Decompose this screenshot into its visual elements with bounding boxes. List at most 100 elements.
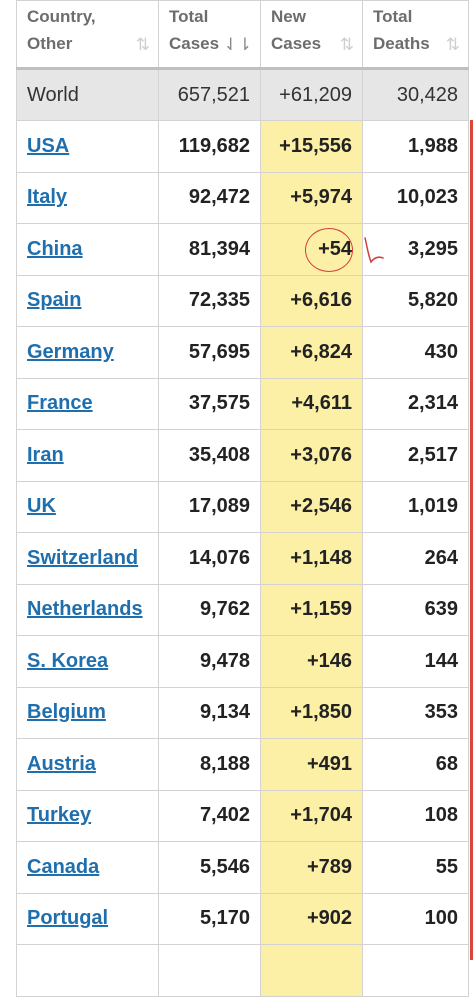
new-cases-cell: +54	[260, 223, 363, 276]
country-cell: Belgium	[16, 686, 159, 739]
new-cases-cell: +3,076	[260, 429, 363, 482]
covid-table-container: Country, Other ⇅ Total Cases ⇃⇂ New Case…	[16, 0, 474, 997]
table-row: Belgium 9,134 +1,850 353	[16, 686, 469, 739]
country-link[interactable]: China	[27, 237, 83, 260]
table-row: Canada 5,546 +789 55	[16, 841, 469, 894]
header-new-cases[interactable]: New Cases ⇅	[260, 0, 363, 70]
total-deaths-cell: 144	[362, 635, 469, 688]
header-label-line2: Cases	[271, 34, 322, 53]
country-link[interactable]: Austria	[27, 752, 96, 775]
total-cases-cell: 17,089	[158, 480, 261, 533]
total-deaths-cell: 100	[362, 892, 469, 945]
country-link[interactable]: Germany	[27, 340, 114, 363]
country-link[interactable]: Netherlands	[27, 598, 143, 621]
table-row-partial	[16, 944, 469, 997]
country-cell: UK	[16, 480, 159, 533]
new-cases-cell: +15,556	[260, 120, 363, 173]
country-cell: Canada	[16, 841, 159, 894]
header-country[interactable]: Country, Other ⇅	[16, 0, 159, 70]
total-cases-cell: 119,682	[158, 120, 261, 173]
total-cases-cell: 8,188	[158, 738, 261, 791]
new-cases-cell: +6,824	[260, 326, 363, 379]
new-cases-cell: +1,159	[260, 583, 363, 636]
country-link[interactable]: France	[27, 392, 93, 415]
table-row: China 81,394 +54 3,295	[16, 223, 469, 276]
header-label-line1: Total	[373, 7, 413, 26]
new-cases-cell: +1,704	[260, 789, 363, 842]
total-deaths-cell: 1,019	[362, 480, 469, 533]
country-cell: Switzerland	[16, 532, 159, 585]
total-deaths-cell: 5,820	[362, 274, 469, 327]
table-row: Switzerland 14,076 +1,148 264	[16, 532, 469, 585]
country-cell: Portugal	[16, 892, 159, 945]
header-total-cases[interactable]: Total Cases ⇃⇂	[158, 0, 261, 70]
new-cases-cell: +789	[260, 841, 363, 894]
total-deaths-cell: 264	[362, 532, 469, 585]
empty-cell	[260, 944, 363, 997]
country-cell: Iran	[16, 429, 159, 482]
sort-updown-icon[interactable]: ⇅	[339, 35, 354, 54]
covid-cases-table: Country, Other ⇅ Total Cases ⇃⇂ New Case…	[16, 0, 469, 997]
header-label-line1: New	[271, 7, 306, 26]
country-link[interactable]: UK	[27, 495, 56, 518]
new-cases-cell: +902	[260, 892, 363, 945]
country-cell: Spain	[16, 274, 159, 327]
new-cases-cell: +4,611	[260, 377, 363, 430]
country-cell: Turkey	[16, 789, 159, 842]
new-cases-cell: +5,974	[260, 171, 363, 224]
country-cell: Germany	[16, 326, 159, 379]
total-cases-cell: 37,575	[158, 377, 261, 430]
screen-edge-line	[470, 120, 473, 960]
sort-updown-icon[interactable]: ⇅	[445, 35, 460, 54]
country-link[interactable]: USA	[27, 134, 70, 157]
total-deaths-cell: 2,517	[362, 429, 469, 482]
country-cell: France	[16, 377, 159, 430]
total-deaths-cell: 1,988	[362, 120, 469, 173]
country-link[interactable]: Switzerland	[27, 546, 139, 569]
world-new-cases: +61,209	[260, 68, 363, 121]
header-label-line1: Country,	[27, 7, 96, 26]
total-cases-cell: 7,402	[158, 789, 261, 842]
new-cases-cell: +146	[260, 635, 363, 688]
header-label-line2: Other	[27, 34, 73, 53]
country-cell: Netherlands	[16, 583, 159, 636]
total-cases-cell: 92,472	[158, 171, 261, 224]
total-deaths-cell: 68	[362, 738, 469, 791]
total-deaths-cell: 10,023	[362, 171, 469, 224]
country-cell: Italy	[16, 171, 159, 224]
table-row: France 37,575 +4,611 2,314	[16, 377, 469, 430]
world-country: World	[16, 68, 159, 121]
table-row: S. Korea 9,478 +146 144	[16, 635, 469, 688]
header-label-line1: Total	[169, 7, 209, 26]
world-total-cases: 657,521	[158, 68, 261, 121]
total-cases-cell: 5,170	[158, 892, 261, 945]
country-link[interactable]: Iran	[27, 443, 64, 466]
total-deaths-cell: 55	[362, 841, 469, 894]
sort-updown-icon[interactable]: ⇅	[135, 35, 150, 54]
country-link[interactable]: Portugal	[27, 907, 109, 930]
country-cell: USA	[16, 120, 159, 173]
table-row: Spain 72,335 +6,616 5,820	[16, 274, 469, 327]
empty-cell	[16, 944, 159, 997]
total-deaths-cell: 3,295	[362, 223, 469, 276]
country-link[interactable]: S. Korea	[27, 649, 109, 672]
table-row: Turkey 7,402 +1,704 108	[16, 789, 469, 842]
table-row: USA 119,682 +15,556 1,988	[16, 120, 469, 173]
country-link[interactable]: Italy	[27, 186, 68, 209]
total-cases-cell: 5,546	[158, 841, 261, 894]
new-cases-cell: +491	[260, 738, 363, 791]
country-link[interactable]: Spain	[27, 289, 82, 312]
country-link[interactable]: Belgium	[27, 701, 106, 724]
new-cases-cell: +1,148	[260, 532, 363, 585]
header-label-line2: Deaths	[373, 34, 430, 53]
table-row: Netherlands 9,762 +1,159 639	[16, 583, 469, 636]
new-cases-cell: +2,546	[260, 480, 363, 533]
table-row: Italy 92,472 +5,974 10,023	[16, 171, 469, 224]
total-deaths-cell: 2,314	[362, 377, 469, 430]
total-deaths-cell: 639	[362, 583, 469, 636]
world-row: World 657,521 +61,209 30,428	[16, 68, 469, 121]
header-total-deaths[interactable]: Total Deaths ⇅	[362, 0, 469, 70]
sort-desc-icon[interactable]: ⇃⇂	[223, 35, 253, 54]
country-link[interactable]: Turkey	[27, 804, 92, 827]
country-link[interactable]: Canada	[27, 855, 100, 878]
